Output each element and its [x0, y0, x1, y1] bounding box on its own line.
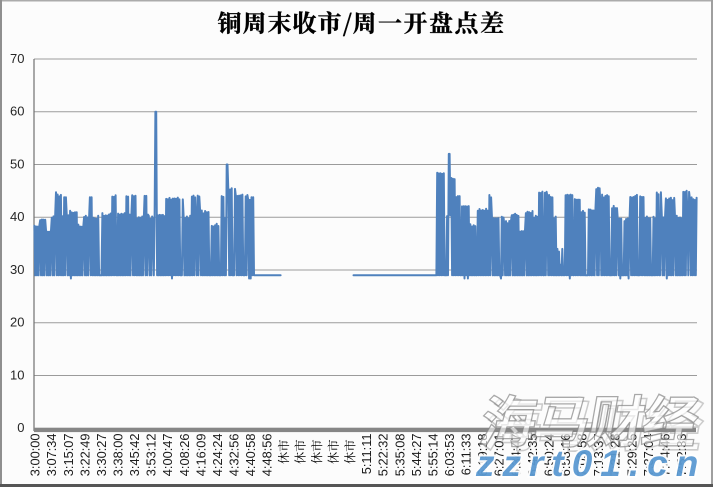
svg-text:40: 40 [10, 209, 24, 224]
svg-text:6:11:33: 6:11:33 [459, 434, 474, 476]
svg-text:20: 20 [10, 315, 24, 330]
svg-text:7:13:37: 7:13:37 [591, 434, 606, 477]
svg-text:4:00:47: 4:00:47 [160, 434, 175, 477]
svg-text:3:30:27: 3:30:27 [94, 434, 109, 477]
svg-text:6:42:35: 6:42:35 [525, 434, 540, 477]
svg-text:4:16:09: 4:16:09 [193, 434, 208, 477]
svg-text:3:00:00: 3:00:00 [28, 434, 43, 477]
svg-text:30: 30 [10, 262, 24, 277]
svg-text:5:55:14: 5:55:14 [425, 434, 440, 477]
svg-text:3:15:07: 3:15:07 [61, 434, 76, 477]
svg-text:70: 70 [10, 51, 24, 66]
svg-text:3:53:12: 3:53:12 [144, 434, 159, 477]
svg-text:3:07:34: 3:07:34 [44, 434, 59, 477]
svg-text:5:44:27: 5:44:27 [409, 434, 424, 477]
svg-text:6:50:24: 6:50:24 [541, 434, 556, 477]
svg-text:3:22:49: 3:22:49 [77, 434, 92, 477]
svg-text:10: 10 [10, 367, 24, 382]
svg-text:4:32:56: 4:32:56 [227, 434, 242, 477]
svg-text:3:45:42: 3:45:42 [127, 434, 142, 477]
svg-text:4:24:24: 4:24:24 [210, 434, 225, 477]
svg-text:6:03:53: 6:03:53 [442, 434, 457, 477]
svg-text:3:38:00: 3:38:00 [110, 434, 125, 477]
svg-text:4:08:26: 4:08:26 [177, 434, 192, 477]
svg-text:50: 50 [10, 156, 24, 171]
svg-text:5:35:08: 5:35:08 [392, 434, 407, 477]
svg-text:0: 0 [17, 420, 24, 435]
svg-text:5:22:32: 5:22:32 [376, 434, 391, 477]
svg-text:7:21:28: 7:21:28 [608, 434, 623, 477]
svg-text:4:48:56: 4:48:56 [260, 434, 275, 477]
svg-text:4:40:58: 4:40:58 [243, 434, 258, 477]
svg-text:zzrt01.cn: zzrt01.cn [475, 443, 706, 484]
svg-text:5:11:11: 5:11:11 [359, 434, 374, 475]
svg-text:6:27:01: 6:27:01 [492, 434, 507, 477]
svg-text:60: 60 [10, 104, 24, 119]
